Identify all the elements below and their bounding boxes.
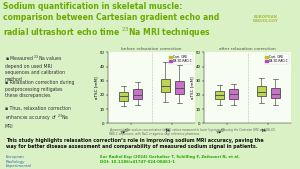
PathPatch shape: [175, 81, 184, 94]
Y-axis label: aTSC [mM]: aTSC [mM]: [94, 77, 98, 99]
Title: after relaxation correction: after relaxation correction: [219, 47, 276, 51]
PathPatch shape: [257, 87, 266, 96]
Text: European
Radiology
Experimental: European Radiology Experimental: [6, 155, 32, 168]
PathPatch shape: [215, 91, 224, 99]
Legend: Cart. GRE, DA-3D-RAD-C: Cart. GRE, DA-3D-RAD-C: [169, 54, 194, 64]
Title: before relaxation correction: before relaxation correction: [121, 47, 182, 51]
Text: Eur Radiol Exp (2024) Gerhalter T, Schilling F, Zaitsouri N, et al.
DOI: 10.1186: Eur Radiol Exp (2024) Gerhalter T, Schil…: [100, 155, 240, 164]
Text: This study highlights relaxation correction’s role in improving sodium MRI accur: This study highlights relaxation correct…: [6, 138, 264, 149]
Text: EUROPEAN
RADIOLOGY: EUROPEAN RADIOLOGY: [253, 15, 278, 23]
Text: ▪ Measured $^{23}$Na values
depend on used MRI
sequences and calibration
method: ▪ Measured $^{23}$Na values depend on us…: [5, 54, 65, 82]
Text: Sodium quantification in skeletal muscle:
comparison between Cartesian gradient : Sodium quantification in skeletal muscle…: [3, 2, 219, 40]
PathPatch shape: [229, 89, 238, 99]
PathPatch shape: [271, 88, 280, 98]
PathPatch shape: [161, 79, 170, 92]
Text: Apparent tissue sodium concentration (aTSC) values measured in lower leg muscles: Apparent tissue sodium concentration (aT…: [109, 128, 275, 136]
Y-axis label: aTSC [mM]: aTSC [mM]: [190, 77, 194, 99]
Text: ▪ Relaxation correction during
postprocessing mitigates
these discrepancies: ▪ Relaxation correction during postproce…: [5, 80, 74, 98]
PathPatch shape: [119, 92, 128, 101]
Text: ▪ Thus, relaxation correction
enhances accuracy of $^{23}$Na
MRI: ▪ Thus, relaxation correction enhances a…: [5, 106, 71, 129]
Legend: Cart. GRE, DA-3D-RAD-C: Cart. GRE, DA-3D-RAD-C: [265, 54, 290, 64]
PathPatch shape: [133, 89, 142, 99]
